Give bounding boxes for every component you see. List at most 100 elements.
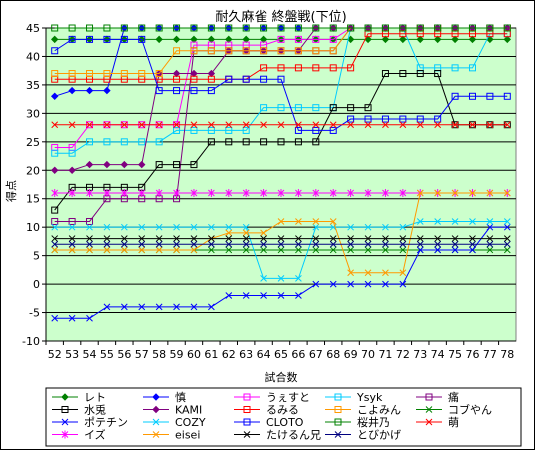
data-point — [86, 189, 93, 198]
data-point — [294, 126, 302, 134]
data-point — [382, 223, 389, 231]
data-point — [155, 35, 163, 44]
legend-label: うぇすと — [266, 391, 310, 404]
data-point — [312, 24, 320, 32]
data-point — [242, 75, 250, 83]
data-point — [225, 126, 233, 134]
data-point — [364, 24, 372, 32]
legend-item: 水兎 — [52, 404, 106, 417]
data-point — [260, 246, 267, 254]
series-13 — [51, 24, 511, 32]
data-point — [242, 121, 250, 129]
data-point — [434, 24, 442, 32]
data-point — [242, 240, 250, 248]
data-point — [86, 314, 93, 322]
data-point — [260, 229, 267, 237]
y-tick-label: 25 — [26, 136, 40, 149]
data-point — [138, 24, 146, 32]
data-point — [381, 24, 389, 32]
data-point — [190, 47, 198, 55]
data-point — [242, 235, 250, 242]
data-point — [138, 160, 146, 169]
data-point — [242, 47, 250, 55]
x-tick-label: 59 — [170, 348, 184, 361]
legend-item: たけるん兄 — [234, 429, 321, 442]
data-point — [51, 206, 59, 214]
data-point — [260, 47, 268, 55]
data-point — [295, 275, 302, 282]
data-point — [51, 149, 59, 157]
legend-item: 慎 — [143, 390, 186, 404]
data-point — [138, 223, 146, 231]
data-point — [120, 189, 128, 198]
data-point — [295, 246, 302, 254]
data-point — [399, 223, 407, 231]
data-point — [138, 35, 146, 43]
data-point — [51, 70, 59, 78]
data-point — [225, 246, 233, 254]
data-point — [416, 115, 424, 123]
data-point — [329, 223, 337, 231]
data-point — [173, 126, 181, 134]
x-tick-label: 74 — [431, 348, 445, 361]
data-point — [364, 235, 372, 242]
data-point — [120, 246, 128, 254]
data-point — [347, 104, 355, 112]
data-point — [260, 240, 267, 248]
data-point — [68, 121, 76, 129]
data-point — [208, 246, 215, 254]
data-point — [382, 269, 389, 277]
data-point — [382, 189, 389, 198]
data-point — [277, 121, 285, 129]
data-point — [155, 138, 163, 146]
x-tick-label: 63 — [239, 348, 253, 361]
data-point — [364, 115, 372, 123]
x-tick-label: 57 — [135, 348, 149, 361]
data-point — [225, 235, 233, 242]
data-point — [68, 235, 76, 242]
data-point — [503, 240, 511, 248]
data-point — [242, 24, 250, 32]
x-tick-label: 52 — [48, 348, 62, 361]
data-point — [86, 246, 93, 254]
data-point — [173, 303, 180, 311]
series-16 — [51, 189, 511, 277]
data-point — [155, 235, 163, 242]
data-point — [260, 104, 268, 112]
data-point — [295, 292, 302, 299]
x-tick-label: 55 — [100, 348, 114, 361]
data-point — [486, 24, 494, 32]
legend-label: 慎 — [175, 390, 186, 404]
data-point — [68, 149, 76, 157]
series-line — [54, 33, 508, 80]
legend-swatch-marker — [243, 406, 251, 413]
data-point — [103, 121, 111, 129]
data-point — [329, 189, 337, 198]
data-point — [208, 223, 215, 231]
data-point — [120, 121, 128, 129]
data-point — [68, 189, 76, 198]
data-point — [382, 246, 389, 254]
data-point — [103, 35, 111, 43]
data-point — [486, 218, 494, 225]
data-point — [155, 223, 163, 231]
x-tick-label: 53 — [65, 348, 79, 361]
data-point — [416, 35, 424, 44]
data-point — [364, 121, 372, 129]
data-point — [329, 35, 337, 43]
legend-item: 萌 — [416, 415, 459, 429]
x-tick-label: 58 — [152, 348, 166, 361]
data-point — [451, 35, 459, 44]
data-point — [451, 189, 459, 197]
data-point — [138, 240, 146, 248]
data-point — [451, 235, 459, 242]
data-point — [207, 126, 215, 134]
data-point — [50, 166, 59, 174]
data-point — [295, 235, 302, 242]
legend-item: コブやん — [416, 403, 492, 417]
legend-item: とびかげ — [325, 429, 401, 442]
data-point — [277, 64, 285, 72]
data-point — [173, 223, 180, 231]
